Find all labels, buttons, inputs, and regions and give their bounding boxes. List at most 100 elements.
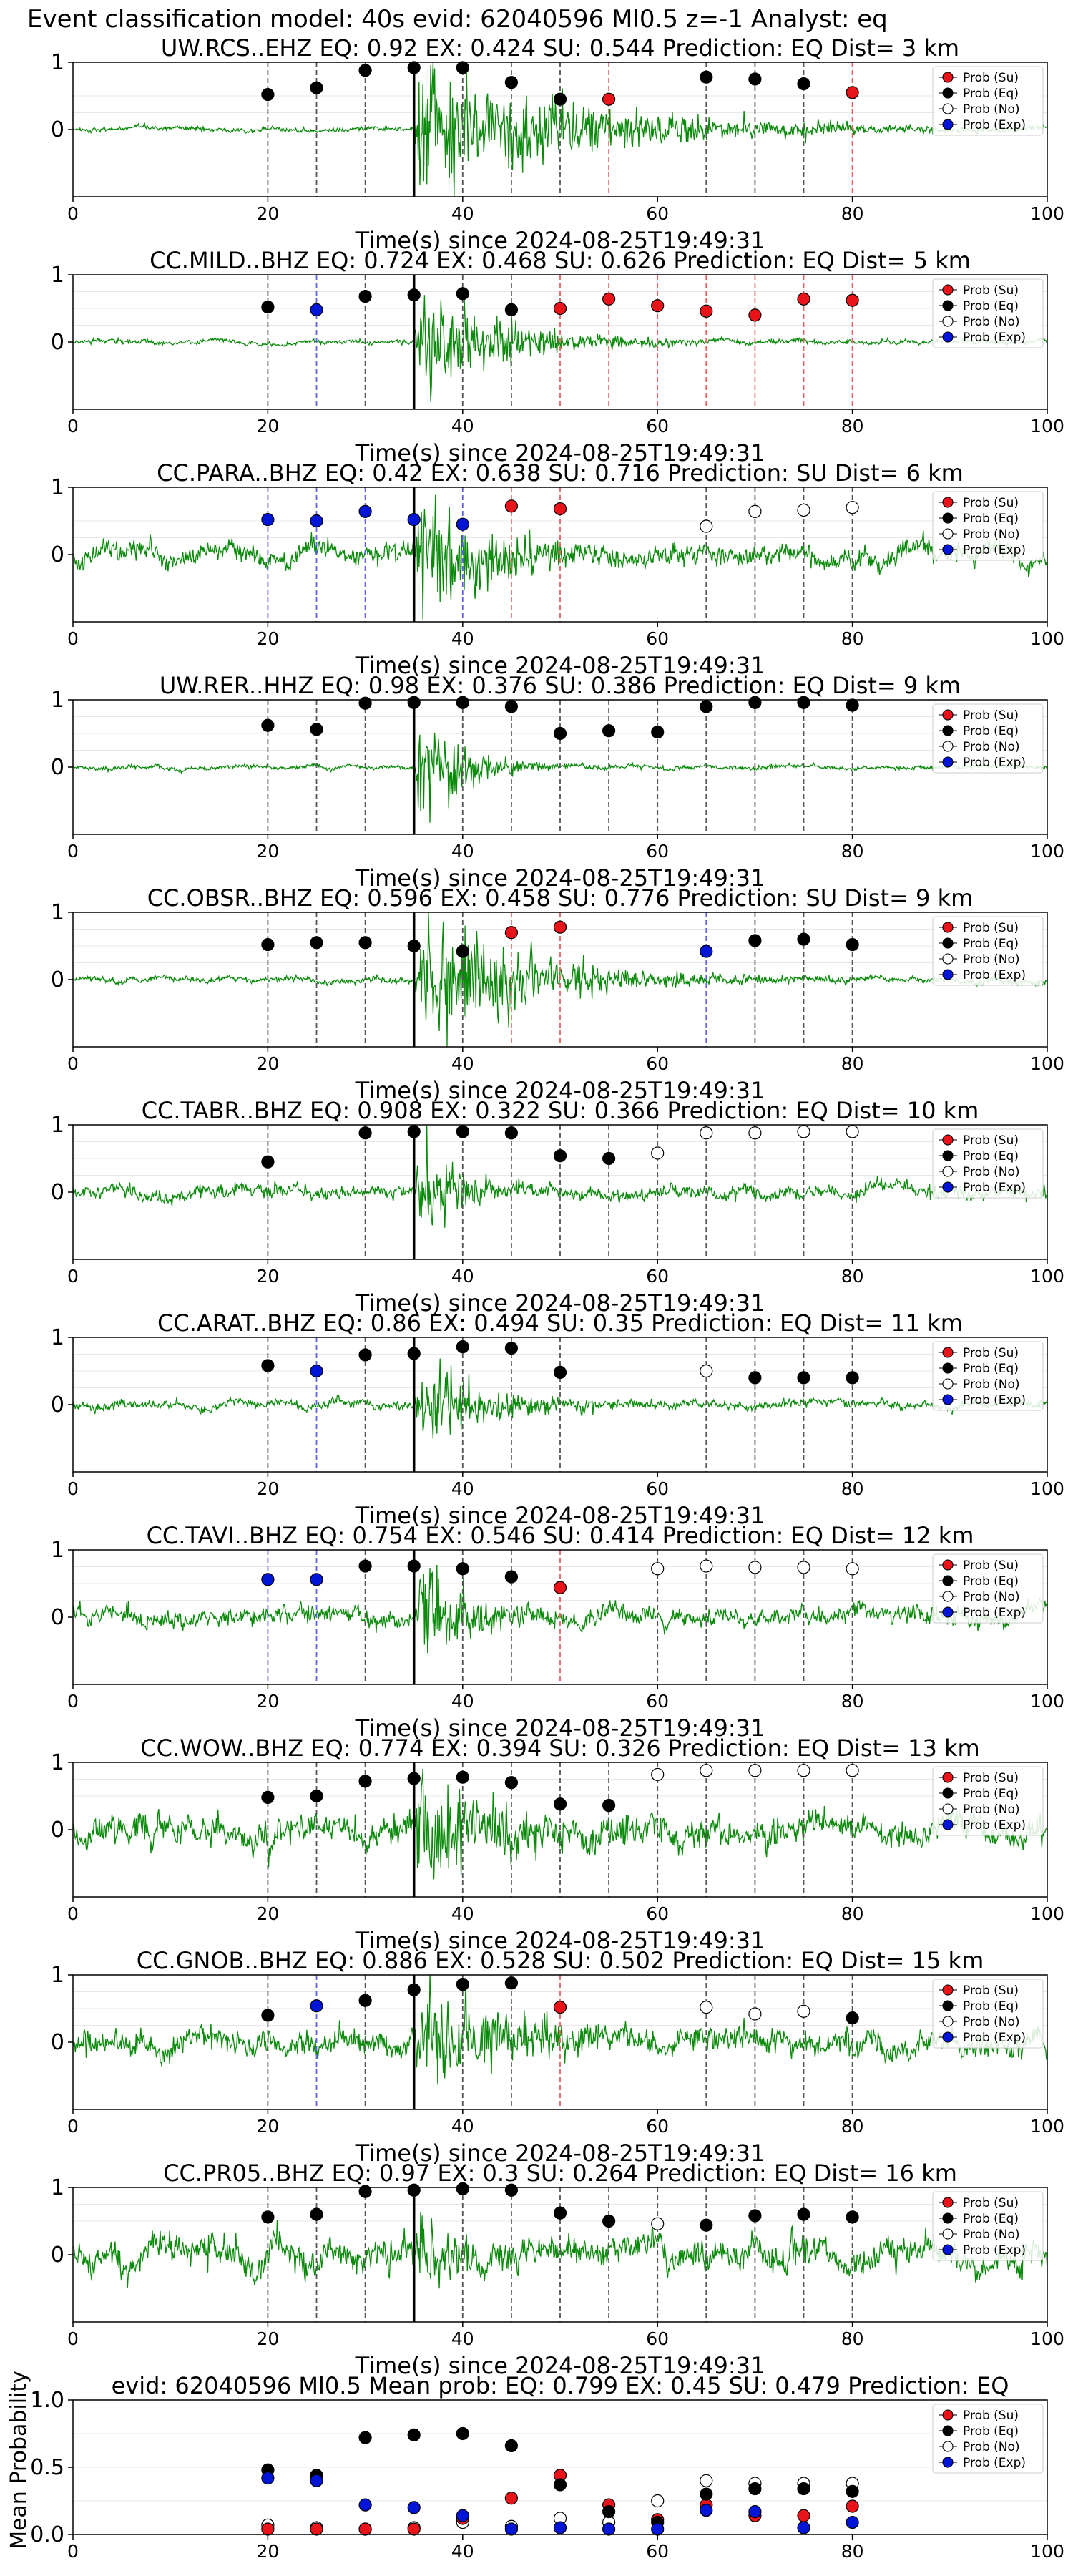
mean-prob-point-exp [261,2471,275,2485]
panel-5: CC.OBSR..BHZ EQ: 0.596 EX: 0.458 SU: 0.7… [51,884,1064,1104]
x-tick-label: 60 [646,1478,669,1499]
legend-marker-no [942,103,954,114]
legend-label: Prob (Su) [963,921,1019,935]
prob-point-no [797,503,810,517]
prob-point-eq [504,303,519,316]
prob-point-eq [310,1789,323,1803]
mean-prob-point-exp [602,2522,616,2536]
legend-label: Prob (Exp) [963,118,1026,132]
x-tick-label: 60 [646,2328,669,2349]
prob-point-no [700,1559,713,1573]
prob-point-eq [456,945,469,958]
waveform-trace [72,1768,1048,1880]
y-tick-label: 0 [51,2243,64,2268]
legend-marker-su [942,1559,954,1571]
prob-point-eq [261,938,275,952]
prob-point-eq [358,1775,372,1788]
x-tick-label: 100 [1030,628,1064,649]
x-tick-label: 100 [1030,841,1064,862]
prob-point-su [846,86,859,99]
y-tick-label: 1 [51,1113,64,1138]
prob-point-eq [407,1559,421,1573]
mean-prob-point-exp [407,2501,421,2514]
legend-label: Prob (Su) [963,708,1019,723]
y-tick-label: 0.0 [30,2522,64,2547]
legend-marker-no [942,2441,954,2452]
x-axis-label: Time(s) since 2024-08-25T19:49:31 [355,864,765,892]
legend-label: Prob (Exp) [963,1606,1026,1620]
prob-point-eq [797,2207,810,2221]
prob-point-eq [602,2214,616,2228]
legend-marker-no [942,1591,954,1602]
prob-point-su [553,301,567,316]
x-tick-label: 40 [451,2328,474,2349]
legend-label: Prob (Su) [963,1346,1019,1360]
legend-label: Prob (Eq) [963,1574,1019,1589]
prob-point-su [797,292,810,306]
legend-label: Prob (Exp) [963,1818,1026,1833]
y-tick-label: 1 [51,900,64,925]
x-tick-label: 0 [67,416,79,436]
mean-prob-point-su [504,2492,519,2505]
legend-label: Prob (Su) [963,1984,1019,1998]
legend-label: Prob (No) [963,1802,1020,1817]
prob-point-no [700,2001,713,2014]
legend-marker-eq [942,725,954,736]
y-tick-label: 1 [51,688,64,713]
legend: Prob (Su)Prob (Eq)Prob (No)Prob (Exp) [932,2404,1044,2474]
legend-label: Prob (Exp) [963,1393,1026,1407]
x-tick-label: 0 [67,628,79,649]
prob-point-eq [261,301,275,314]
legend-label: Prob (Su) [963,1771,1019,1785]
mean-prob-point-exp [358,2498,372,2512]
legend-label: Prob (Eq) [963,512,1019,526]
x-tick-label: 60 [646,203,669,224]
prob-point-eq [456,287,469,301]
prob-point-no [651,1767,665,1782]
legend-label: Prob (Su) [963,283,1019,298]
prob-point-eq [504,700,519,713]
prob-point-eq [358,1348,372,1362]
y-tick-label: 1 [51,475,64,500]
prob-point-eq [358,696,372,710]
prob-point-eq [748,72,762,86]
legend: Prob (Su)Prob (Eq)Prob (No)Prob (Exp) [932,66,1044,136]
prob-point-eq [407,1347,421,1360]
legend: Prob (Su)Prob (Eq)Prob (No)Prob (Exp) [932,491,1044,561]
x-tick-label: 40 [451,1053,474,1074]
legend-label: Prob (No) [963,315,1020,329]
prob-point-eq [310,723,323,736]
legend-label: Prob (No) [963,527,1020,542]
mean-prob-point-exp [553,2521,567,2534]
legend-label: Prob (Eq) [963,937,1019,951]
panel-12: evid: 62040596 Ml0.5 Mean prob: EQ: 0.79… [6,2371,1064,2562]
mean-prob-point-su [310,2522,323,2536]
prob-point-no [846,1125,859,1138]
x-tick-label: 60 [646,1691,669,1712]
prob-point-eq [846,698,859,712]
panel-7: CC.ARAT..BHZ EQ: 0.86 EX: 0.494 SU: 0.35… [51,1309,1064,1529]
legend-label: Prob (Eq) [963,724,1019,738]
x-tick-label: 20 [256,1266,279,1287]
prob-point-exp [407,513,421,527]
y-tick-label: 1.0 [30,2388,64,2413]
x-tick-label: 0 [67,203,79,224]
legend-label: Prob (Eq) [963,2212,1019,2226]
legend-marker-su [942,709,954,721]
mean-prob-point-eq [358,2431,372,2444]
legend-marker-no [942,316,954,327]
x-tick-label: 100 [1030,2116,1064,2137]
x-tick-label: 100 [1030,416,1064,436]
panel-title: evid: 62040596 Ml0.5 Mean prob: EQ: 0.79… [112,2372,1009,2399]
mean-prob-point-eq [456,2426,469,2441]
prob-point-eq [846,2210,859,2224]
prob-point-eq [407,939,421,953]
x-tick-label: 100 [1030,203,1064,224]
y-tick-label: 1 [51,1538,64,1563]
x-tick-label: 40 [451,1691,474,1712]
prob-point-eq [504,76,519,89]
legend-label: Prob (Su) [963,2196,1019,2210]
prob-point-eq [797,696,810,709]
legend-box [932,1553,1044,1624]
panel-4: UW.RER..HHZ EQ: 0.98 EX: 0.376 SU: 0.386… [51,672,1064,892]
